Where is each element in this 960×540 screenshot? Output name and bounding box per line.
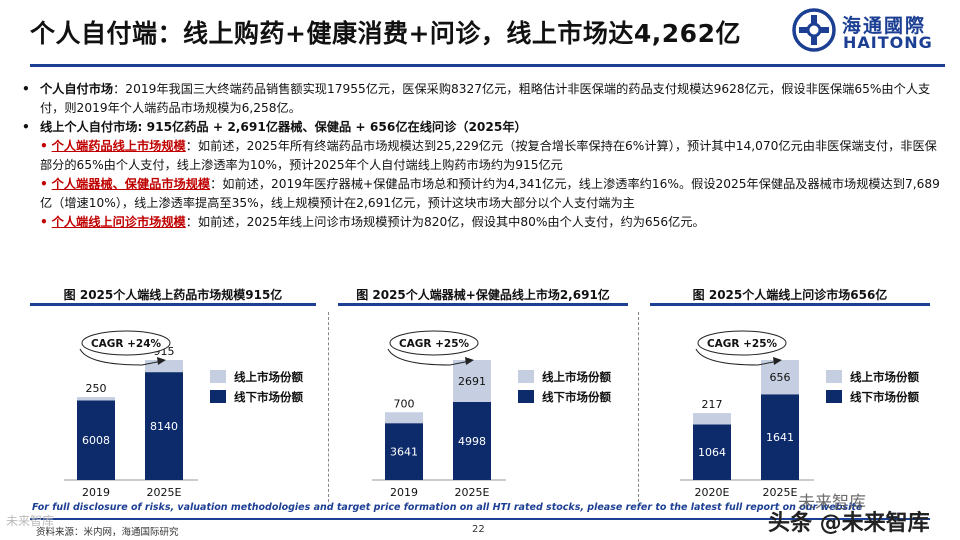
bar-offline-2025E — [453, 401, 491, 480]
bullet-text: ：2019年我国三大终端药品销售额实现17955亿元，医保采购8327亿元，粗略… — [40, 82, 931, 115]
sub-bullet-text: ：如前述，2025年所有终端药品市场规模达到25,229亿元（按复合增长率保持在… — [40, 139, 937, 172]
bar-offline-2019 — [77, 400, 115, 480]
data-label-online: 250 — [86, 382, 107, 395]
data-label-offline: 3641 — [390, 446, 418, 459]
sub-bullet-dot: • — [40, 139, 48, 153]
sub-bullet-heading: 个人端器械、保健品市场规模 — [51, 177, 211, 191]
cagr-annotation: CAGR +25% — [399, 338, 470, 350]
legend-label-offline: 线下市场份额 — [850, 390, 919, 404]
bar-offline-2020E — [693, 424, 731, 480]
header-divider — [30, 64, 945, 67]
chart-title-consultation: 图 2025个人端线上问诊市场656亿 — [650, 285, 930, 306]
legend-label-offline: 线下市场份额 — [234, 390, 303, 404]
data-label-offline: 8140 — [150, 420, 178, 433]
footer-divider — [30, 518, 930, 520]
data-label-offline: 4998 — [458, 435, 486, 448]
bar-online-2025E — [761, 360, 799, 395]
data-label-online: 700 — [394, 397, 415, 410]
logo-english-text: HAITONG — [843, 33, 933, 52]
bullet-list: • 个人自付市场：2019年我国三大终端药品销售额实现17955亿元，医保采购83… — [18, 80, 944, 232]
bar-online-2025E — [453, 360, 491, 402]
data-label-online: 217 — [702, 398, 723, 411]
legend-swatch-offline — [210, 390, 226, 403]
legend-label-online: 线上市场份额 — [850, 370, 919, 384]
x-tick-label: 2025E — [763, 486, 798, 499]
cagr-arrow-head — [157, 357, 166, 365]
legend-swatch-offline — [826, 390, 842, 403]
data-label-offline: 1064 — [698, 446, 726, 459]
x-tick-label: 2020E — [695, 486, 730, 499]
logo-chinese-text: 海通國際 — [842, 15, 927, 37]
cagr-arrow — [387, 348, 471, 366]
legend-label-online: 线上市场份额 — [542, 370, 611, 384]
cagr-ellipse — [81, 330, 171, 356]
x-tick-label: 2025E — [147, 486, 182, 499]
sub-bullet-heading: 个人端线上问诊市场规模 — [51, 215, 186, 229]
cagr-arrow-head — [465, 357, 474, 365]
data-label-offline: 1641 — [766, 431, 794, 444]
chart-devices: 3641 700 2019 4998 2691 2025E CAGR +25% 线上市场份额线… — [372, 330, 611, 499]
legend-swatch-online — [826, 370, 842, 383]
cagr-arrow — [695, 348, 779, 366]
sub-bullet-consultation: • 个人端线上问诊市场规模：如前述，2025年线上问诊市场规模预计为820亿，假… — [18, 213, 944, 232]
cagr-ellipse — [389, 330, 479, 356]
legend-swatch-online — [210, 370, 226, 383]
legend-label-online: 线上市场份额 — [234, 370, 303, 384]
sub-bullet-text: ：如前述，2019年医疗器械+保健品市场总和预计约为4,341亿元，线上渗透率约… — [40, 177, 940, 210]
cagr-arrow — [79, 348, 163, 366]
page-number: 22 — [472, 524, 485, 535]
cagr-arrow-head — [773, 357, 782, 365]
sub-bullet-text: ：如前述，2025年线上问诊市场规模预计为820亿，假设其中80%由个人支付，约… — [185, 215, 705, 229]
sub-bullet-dot: • — [40, 177, 48, 191]
bar-offline-2019 — [385, 423, 423, 480]
cagr-ellipse — [697, 330, 787, 356]
x-tick-label: 2025E — [455, 486, 490, 499]
bullet-self-pay-market: • 个人自付市场：2019年我国三大终端药品销售额实现17955亿元，医保采购83… — [18, 80, 944, 118]
watermark-wechat: 未来智库 — [798, 493, 866, 513]
bar-online-2019 — [77, 397, 115, 401]
data-label-online: 2691 — [458, 375, 486, 388]
data-label-online: 656 — [770, 371, 791, 384]
haitong-logo: 海通國際 HAITONG — [792, 8, 952, 56]
panel-divider — [638, 312, 639, 502]
sub-bullet-dot: • — [40, 215, 48, 229]
sub-bullet-devices: • 个人端器械、保健品市场规模：如前述，2019年医疗器械+保健品市场总和预计约… — [18, 175, 944, 213]
haitong-logo-icon — [792, 8, 836, 52]
legend-label-offline: 线下市场份额 — [542, 390, 611, 404]
bar-offline-2025E — [761, 394, 799, 480]
x-tick-label: 2019 — [82, 486, 110, 499]
cagr-annotation: CAGR +25% — [707, 338, 778, 350]
legend-swatch-offline — [518, 390, 534, 403]
panel-divider — [328, 312, 329, 502]
chart-title-drugs: 图 2025个人端线上药品市场规模915亿 — [30, 285, 316, 306]
bullet-dot: • — [22, 120, 30, 134]
data-label-offline: 6008 — [82, 434, 110, 447]
disclaimer-text: For full disclosure of risks, valuation … — [32, 502, 863, 513]
legend-swatch-online — [518, 370, 534, 383]
page-title: 个人自付端：线上购药+健康消费+问诊，线上市场达4,262亿 — [30, 19, 741, 48]
chart-consultation: 1064 217 2020E 1641 656 2025E CAGR +25% 线上市场份额线… — [680, 330, 919, 499]
x-tick-label: 2019 — [390, 486, 418, 499]
sub-bullet-heading: 个人端药品线上市场规模 — [51, 139, 186, 153]
bullet-heading: 个人自付市场 — [40, 82, 114, 96]
source-note: 资料来源：米内网，海通国际研究 — [36, 527, 179, 538]
cagr-annotation: CAGR +24% — [91, 338, 162, 350]
bar-online-2025E — [145, 360, 183, 373]
bar-online-2019 — [385, 412, 423, 424]
bullet-dot: • — [22, 82, 30, 96]
bar-offline-2025E — [145, 372, 183, 480]
watermark-toutiao: 头条 @未来智库 — [768, 511, 930, 536]
bar-online-2020E — [693, 413, 731, 425]
bullet-online-market: • 线上个人自付市场: 915亿药品 + 2,691亿器械、保健品 + 656亿在… — [18, 118, 944, 137]
chart-title-devices: 图 2025个人端器械+保健品线上市场2,691亿 — [338, 285, 628, 306]
sub-bullet-drugs: • 个人端药品线上市场规模：如前述，2025年所有终端药品市场规模达到25,22… — [18, 137, 944, 175]
watermark-corner: 未来智库 — [6, 514, 55, 528]
bullet-heading: 线上个人自付市场: 915亿药品 + 2,691亿器械、保健品 + 656亿在线… — [40, 120, 527, 134]
